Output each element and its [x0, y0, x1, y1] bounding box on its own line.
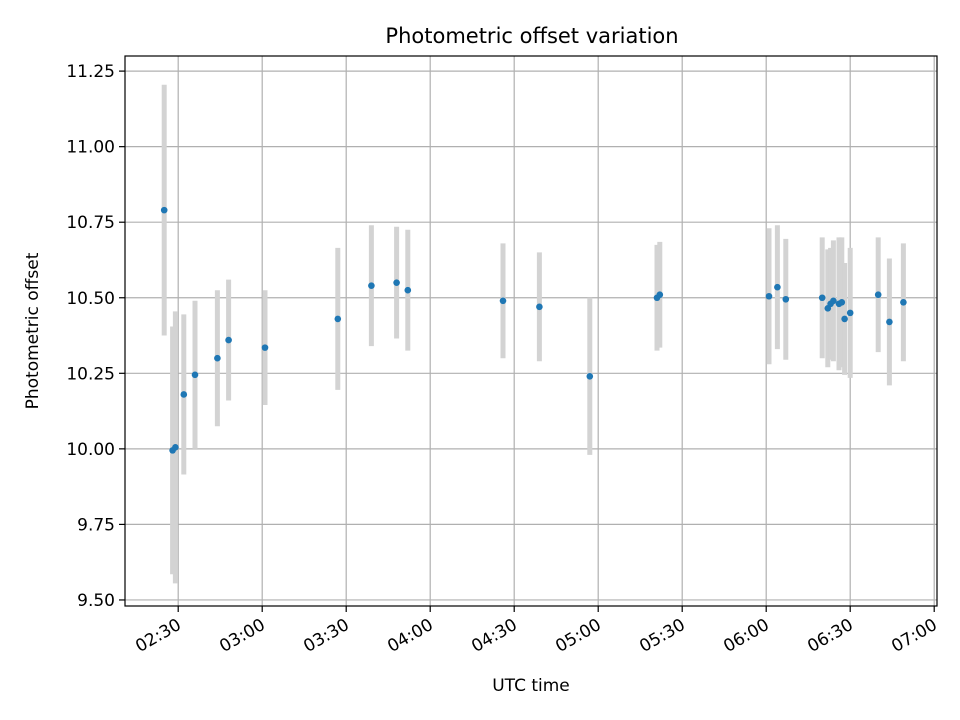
data-point — [334, 315, 342, 323]
y-axis-title: Photometric offset — [23, 252, 43, 409]
x-tick-label: 05:30 — [636, 615, 688, 657]
data-point — [765, 292, 773, 300]
y-tick-label: 10.25 — [66, 364, 115, 384]
data-point — [404, 286, 412, 294]
data-point — [838, 298, 846, 306]
y-tick-label: 9.50 — [77, 591, 115, 611]
data-point — [225, 336, 232, 344]
data-point — [586, 373, 594, 380]
chart-title: Photometric offset variation — [385, 24, 678, 48]
y-tick-label: 11.25 — [66, 62, 115, 82]
data-point — [818, 294, 826, 302]
x-tick-label: 03:00 — [216, 615, 268, 657]
data-point — [499, 297, 507, 305]
data-point — [782, 295, 790, 303]
y-tick-label: 10.00 — [66, 440, 115, 460]
x-tick-label: 04:00 — [384, 615, 436, 657]
x-axis-ticks: 02:30 03:00 03:30 04:00 04:30 05:00 05:30 06:00… — [132, 606, 941, 657]
data-point — [774, 283, 781, 291]
data-point — [261, 344, 269, 351]
data-point — [841, 315, 848, 323]
x-tick-label: 05:00 — [552, 615, 604, 657]
x-tick-label: 06:30 — [804, 615, 856, 657]
data-point — [180, 391, 188, 398]
data-point — [886, 318, 893, 326]
data-point — [368, 282, 375, 289]
data-point — [536, 303, 543, 311]
data-point — [393, 279, 400, 286]
data-point — [656, 291, 664, 299]
x-axis-title: UTC time — [492, 676, 570, 696]
x-tick-label: 02:30 — [132, 615, 184, 657]
data-point — [874, 291, 882, 299]
data-point — [160, 206, 168, 214]
x-tick-label: 07:00 — [888, 615, 940, 657]
y-tick-label: 11.00 — [66, 138, 115, 158]
y-tick-label: 10.50 — [66, 289, 115, 309]
y-tick-label: 10.75 — [66, 213, 115, 233]
x-tick-label: 04:30 — [468, 615, 520, 657]
data-points — [160, 206, 907, 454]
data-point — [191, 371, 199, 379]
grid-lines — [125, 56, 937, 606]
data-point — [172, 444, 179, 451]
x-tick-label: 03:30 — [300, 615, 352, 657]
data-point — [830, 297, 837, 305]
x-tick-label: 06:00 — [720, 615, 772, 657]
data-point — [214, 354, 221, 362]
y-axis-ticks: 9.50 9.75 10.00 10.25 10.50 10.75 11.00 11.25 — [66, 62, 125, 611]
plot-frame — [124, 55, 938, 607]
y-tick-label: 9.75 — [77, 515, 115, 535]
data-point — [900, 298, 907, 306]
data-point — [846, 309, 854, 317]
error-bars — [161, 84, 906, 584]
